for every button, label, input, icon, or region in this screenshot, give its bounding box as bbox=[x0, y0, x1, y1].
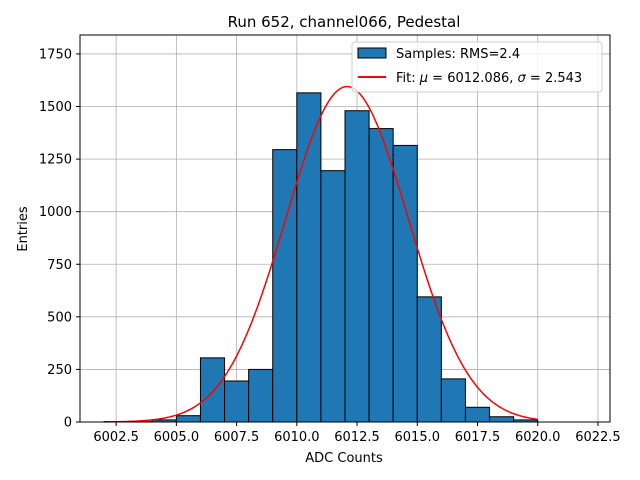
histogram-bar bbox=[464, 406, 491, 423]
histogram-bar bbox=[224, 380, 250, 423]
histogram-bar bbox=[416, 296, 442, 423]
histogram-bar bbox=[272, 149, 298, 423]
histogram-bar bbox=[368, 128, 394, 423]
fit-curve bbox=[104, 85, 538, 423]
y-tick-label: 1250 bbox=[39, 153, 72, 168]
legend-fit-mu-equals: = bbox=[428, 71, 447, 86]
histogram-bars bbox=[103, 92, 539, 423]
x-tick-label: 6002.5 bbox=[93, 430, 139, 445]
histogram-bar bbox=[175, 415, 201, 423]
y-tick-label: 1750 bbox=[39, 47, 72, 62]
legend-label-fit: Fit: μ = 6012.086, σ = 2.543 bbox=[396, 71, 582, 86]
y-axis-ticks: 0 250 500 750 1000 1250 1500 1750 bbox=[39, 47, 80, 431]
histogram-bar bbox=[440, 378, 466, 423]
legend-fit-separator: , bbox=[509, 71, 517, 86]
histogram-bar bbox=[489, 416, 515, 423]
x-tick-label: 6015.0 bbox=[395, 430, 441, 445]
legend-fit-prefix: Fit: bbox=[396, 71, 420, 86]
y-tick-label: 1000 bbox=[39, 205, 72, 220]
legend: Samples: RMS=2.4 Fit: μ = 6012.086, σ = … bbox=[351, 41, 603, 93]
x-tick-label: 6007.5 bbox=[214, 430, 260, 445]
x-tick-label: 6020.0 bbox=[515, 430, 561, 445]
histogram-bar bbox=[248, 368, 274, 423]
legend-swatch-histogram bbox=[357, 47, 387, 59]
x-tick-label: 6005.0 bbox=[154, 430, 200, 445]
legend-box bbox=[351, 41, 603, 93]
legend-fit-sigma-symbol: σ bbox=[518, 71, 527, 86]
x-tick-label: 6012.5 bbox=[334, 430, 380, 445]
y-tick-label: 0 bbox=[64, 416, 72, 431]
x-tick-label: 6017.5 bbox=[455, 430, 501, 445]
legend-fit-sigma-value: 2.543 bbox=[545, 71, 582, 86]
histogram-bar bbox=[392, 144, 418, 423]
plot-frame bbox=[79, 34, 611, 423]
x-axis-ticks: 6002.5 6005.0 6007.5 6010.0 6012.5 6015.0 6017… bbox=[93, 422, 621, 445]
y-tick-label: 250 bbox=[47, 363, 72, 378]
y-tick-label: 500 bbox=[47, 310, 72, 325]
histogram-bar bbox=[320, 170, 346, 423]
legend-fit-mu-value: 6012.086 bbox=[447, 71, 509, 86]
histogram-bar bbox=[296, 92, 322, 423]
y-axis-label: Entries bbox=[16, 206, 31, 252]
chart-title: Run 652, channel066, Pedestal bbox=[228, 13, 461, 31]
legend-fit-sigma-equals: = bbox=[526, 71, 545, 86]
histogram-bar bbox=[199, 357, 226, 423]
legend-label-histogram: Samples: RMS=2.4 bbox=[396, 47, 520, 62]
y-tick-label: 1500 bbox=[39, 100, 72, 115]
x-tick-label: 6022.5 bbox=[575, 430, 621, 445]
legend-fit-mu-symbol: μ bbox=[419, 71, 428, 86]
y-tick-label: 750 bbox=[47, 258, 72, 273]
histogram-bar bbox=[344, 110, 370, 423]
x-axis-label: ADC Counts bbox=[305, 451, 383, 466]
x-tick-label: 6010.0 bbox=[274, 430, 320, 445]
